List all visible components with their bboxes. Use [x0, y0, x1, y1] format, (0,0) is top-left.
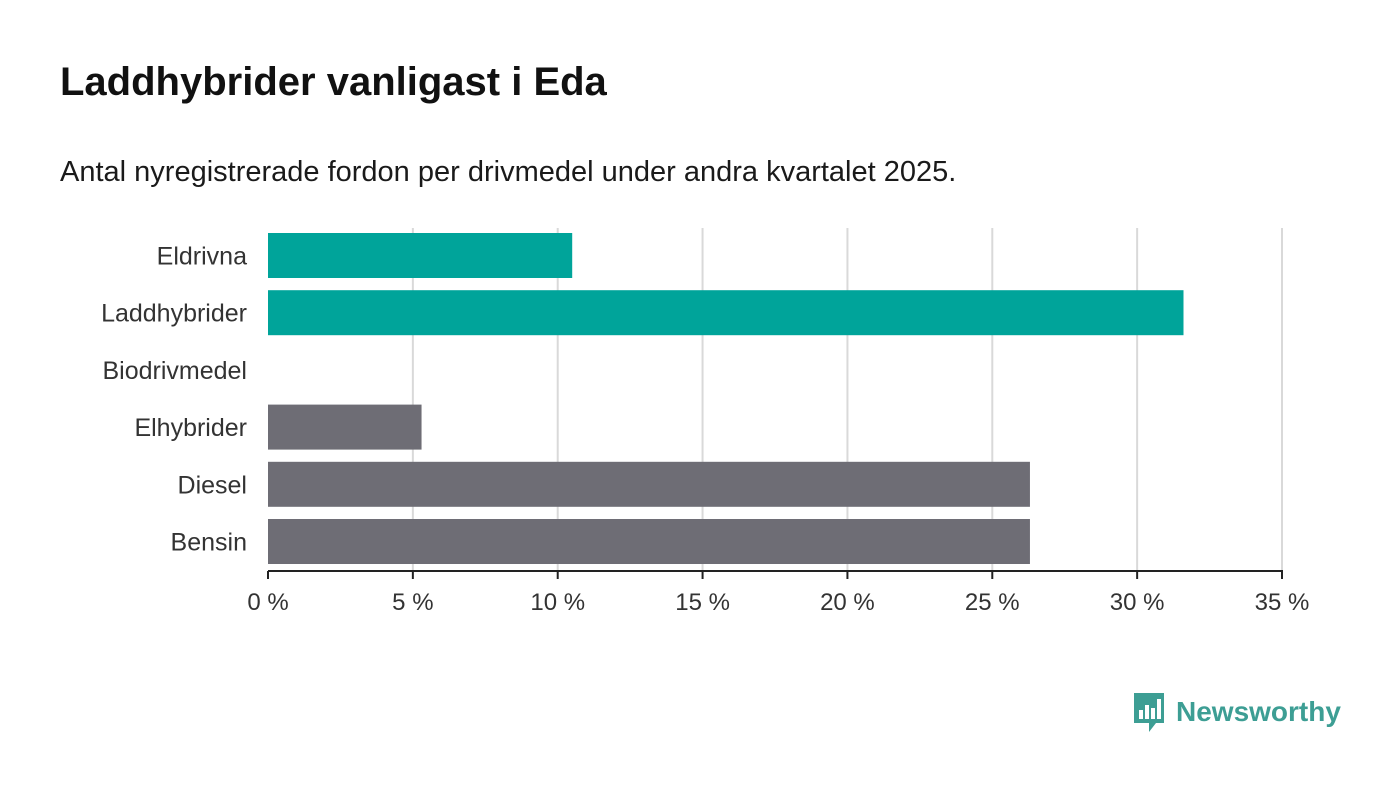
x-tick-label: 30 % — [1110, 589, 1165, 616]
bar — [268, 519, 1030, 564]
x-tick-label: 0 % — [247, 589, 288, 616]
bar — [268, 290, 1184, 336]
bar — [268, 404, 422, 450]
x-tick-label: 20 % — [820, 589, 875, 616]
bar — [268, 461, 1030, 507]
chart-title: Laddhybrider vanligast i Eda — [60, 60, 607, 104]
x-tick-label: 25 % — [965, 589, 1020, 616]
chart-subtitle: Antal nyregistrerade fordon per drivmede… — [60, 156, 957, 188]
x-tick-label: 35 % — [1255, 589, 1310, 616]
category-label: Elhybrider — [134, 414, 247, 442]
category-label: Bensin — [171, 529, 247, 557]
category-label: Laddhybrider — [101, 300, 247, 328]
category-label: Biodrivmedel — [102, 357, 247, 385]
newsworthy-logo: Newsworthy — [1132, 690, 1341, 734]
category-label: Diesel — [178, 471, 247, 499]
x-tick-label: 10 % — [530, 589, 585, 616]
brand-name: Newsworthy — [1176, 696, 1341, 727]
x-tick-label: 5 % — [392, 589, 433, 616]
category-label: Eldrivna — [157, 243, 247, 271]
x-tick-label: 15 % — [675, 589, 730, 616]
bar — [268, 233, 573, 278]
newsworthy-logo-icon — [1134, 693, 1164, 732]
